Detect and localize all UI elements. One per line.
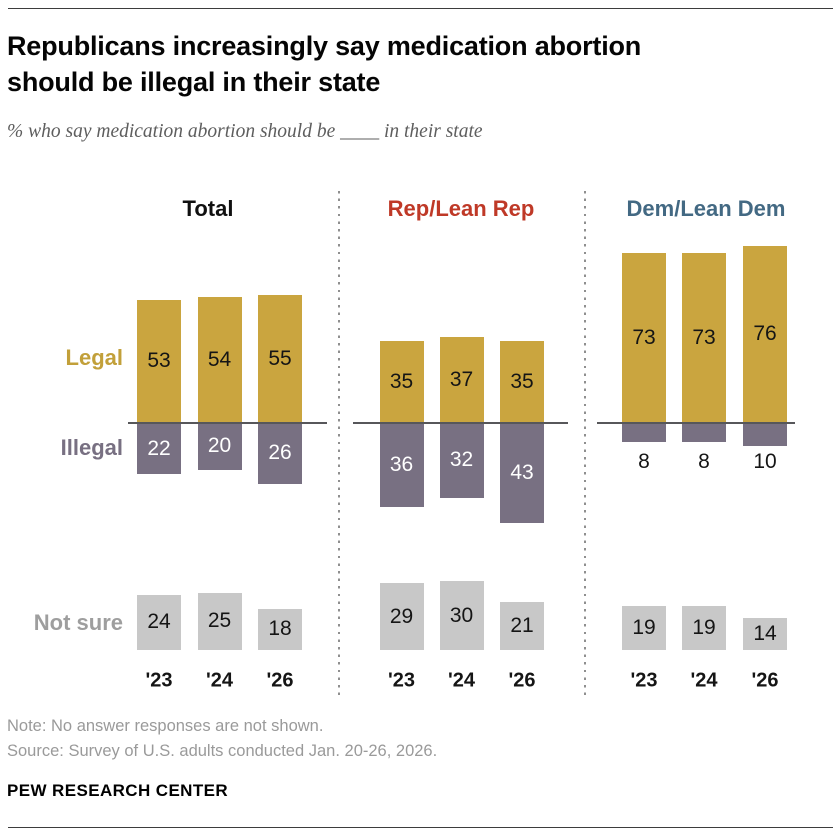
- illegal-bar: [500, 423, 544, 524]
- pew-brand: PEW RESEARCH CENTER: [7, 781, 229, 800]
- axis-baseline: [353, 422, 568, 424]
- not-sure-value: 14: [753, 621, 777, 645]
- chart-title-line1: Republicans increasingly say medication …: [7, 31, 642, 61]
- illegal-value: 10: [753, 450, 777, 473]
- chart-subtitle: % who say medication abortion should be …: [7, 121, 483, 142]
- not-sure-value: 21: [510, 613, 534, 637]
- chart-title-line2: should be illegal in their state: [7, 67, 381, 97]
- legal-bar: [439, 336, 484, 423]
- not-sure-bar: [197, 592, 242, 650]
- illegal-bar: [137, 423, 181, 475]
- not-sure-bar: [743, 617, 787, 650]
- year-label: '26: [751, 669, 779, 692]
- not-sure-bar: [439, 581, 484, 650]
- panel-separator: [338, 191, 340, 695]
- not-sure-value: 24: [147, 610, 171, 634]
- not-sure-value: 18: [268, 617, 292, 641]
- year-label: '26: [508, 669, 536, 692]
- legal-value: 73: [632, 325, 656, 349]
- illegal-value: 32: [449, 448, 474, 472]
- legal-value: 55: [268, 346, 292, 370]
- legal-value: 76: [753, 322, 777, 346]
- year-label: '24: [205, 669, 234, 692]
- year-label: '26: [266, 669, 294, 692]
- legal-value: 37: [449, 367, 474, 391]
- not-sure-bar: [500, 601, 544, 650]
- illegal-value: 8: [638, 450, 650, 473]
- not-sure-value: 25: [207, 609, 232, 633]
- illegal-bar: [197, 423, 242, 470]
- illegal-value: 36: [389, 452, 414, 476]
- year-label: '23: [387, 669, 416, 692]
- not-sure-value: 19: [632, 616, 656, 640]
- chart-note: Note: No answer responses are not shown.: [7, 717, 324, 735]
- legal-bar: [622, 252, 666, 423]
- not-sure-bar: [622, 606, 666, 650]
- not-sure-bar: [258, 608, 302, 650]
- not-sure-bar: [682, 606, 726, 650]
- illegal-bar: [682, 423, 726, 442]
- not-sure-bar: [379, 583, 424, 650]
- not-sure-value: 29: [389, 604, 414, 628]
- legal-bar: [743, 245, 787, 423]
- chart-source: Source: Survey of U.S. adults conducted …: [7, 742, 438, 760]
- legal-bar: [258, 294, 302, 423]
- axis-baseline: [128, 422, 327, 424]
- legal-bar: [379, 341, 424, 423]
- legal-bar: [137, 299, 181, 423]
- illegal-value: 22: [147, 436, 171, 460]
- row-label-not-sure: Not sure: [33, 610, 123, 635]
- illegal-bar: [743, 423, 787, 447]
- bottom-rule: [8, 827, 833, 828]
- legal-value: 35: [389, 370, 414, 394]
- year-label: '23: [145, 669, 173, 692]
- row-label-illegal: Illegal: [60, 435, 123, 460]
- row-label-legal: Legal: [65, 345, 123, 370]
- legal-value: 54: [207, 348, 232, 372]
- axis-baseline: [597, 422, 795, 424]
- not-sure-value: 30: [449, 603, 474, 627]
- not-sure-value: 19: [692, 616, 716, 640]
- illegal-value: 43: [510, 461, 534, 485]
- year-label: '23: [630, 669, 658, 692]
- legal-bar: [682, 252, 726, 423]
- legal-bar: [197, 297, 242, 423]
- legal-value: 53: [147, 349, 171, 373]
- panel-header: Dem/Lean Dem: [626, 196, 786, 221]
- panel-header: Total: [182, 196, 234, 221]
- illegal-bar: [439, 423, 484, 498]
- illegal-bar: [622, 423, 666, 442]
- illegal-value: 26: [268, 441, 292, 465]
- legal-value: 73: [692, 325, 716, 349]
- illegal-bar: [379, 423, 424, 507]
- year-label: '24: [447, 669, 476, 692]
- panel-separator: [584, 191, 586, 695]
- legal-value: 35: [510, 370, 534, 394]
- panel-header: Rep/Lean Rep: [387, 196, 535, 221]
- illegal-bar: [258, 423, 302, 484]
- top-rule: [8, 8, 833, 9]
- illegal-value: 8: [698, 450, 710, 473]
- illegal-value: 20: [207, 434, 232, 458]
- year-label: '24: [690, 669, 718, 692]
- legal-bar: [500, 341, 544, 423]
- not-sure-bar: [137, 594, 181, 650]
